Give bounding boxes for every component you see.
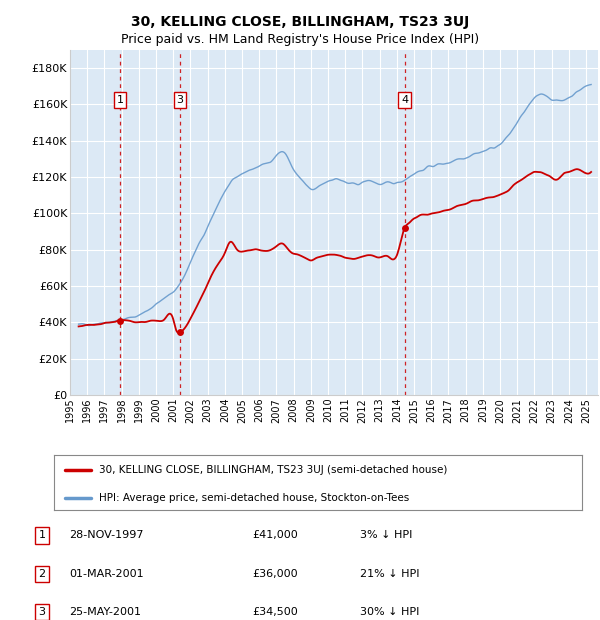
- Text: 2: 2: [38, 569, 46, 579]
- Text: 4: 4: [401, 95, 408, 105]
- Text: 3% ↓ HPI: 3% ↓ HPI: [360, 531, 412, 541]
- Text: 30, KELLING CLOSE, BILLINGHAM, TS23 3UJ (semi-detached house): 30, KELLING CLOSE, BILLINGHAM, TS23 3UJ …: [99, 466, 447, 476]
- Text: 01-MAR-2001: 01-MAR-2001: [69, 569, 143, 579]
- Text: 1: 1: [116, 95, 124, 105]
- Text: 28-NOV-1997: 28-NOV-1997: [69, 531, 143, 541]
- Text: 30, KELLING CLOSE, BILLINGHAM, TS23 3UJ: 30, KELLING CLOSE, BILLINGHAM, TS23 3UJ: [131, 15, 469, 29]
- Text: 30% ↓ HPI: 30% ↓ HPI: [360, 608, 419, 618]
- Text: 3: 3: [176, 95, 184, 105]
- Text: £41,000: £41,000: [252, 531, 298, 541]
- Text: Price paid vs. HM Land Registry's House Price Index (HPI): Price paid vs. HM Land Registry's House …: [121, 33, 479, 46]
- Text: 25-MAY-2001: 25-MAY-2001: [69, 608, 141, 618]
- Text: £36,000: £36,000: [252, 569, 298, 579]
- Text: 21% ↓ HPI: 21% ↓ HPI: [360, 569, 419, 579]
- Text: 1: 1: [38, 531, 46, 541]
- Text: £34,500: £34,500: [252, 608, 298, 618]
- Text: HPI: Average price, semi-detached house, Stockton-on-Tees: HPI: Average price, semi-detached house,…: [99, 493, 409, 503]
- Text: 3: 3: [38, 608, 46, 618]
